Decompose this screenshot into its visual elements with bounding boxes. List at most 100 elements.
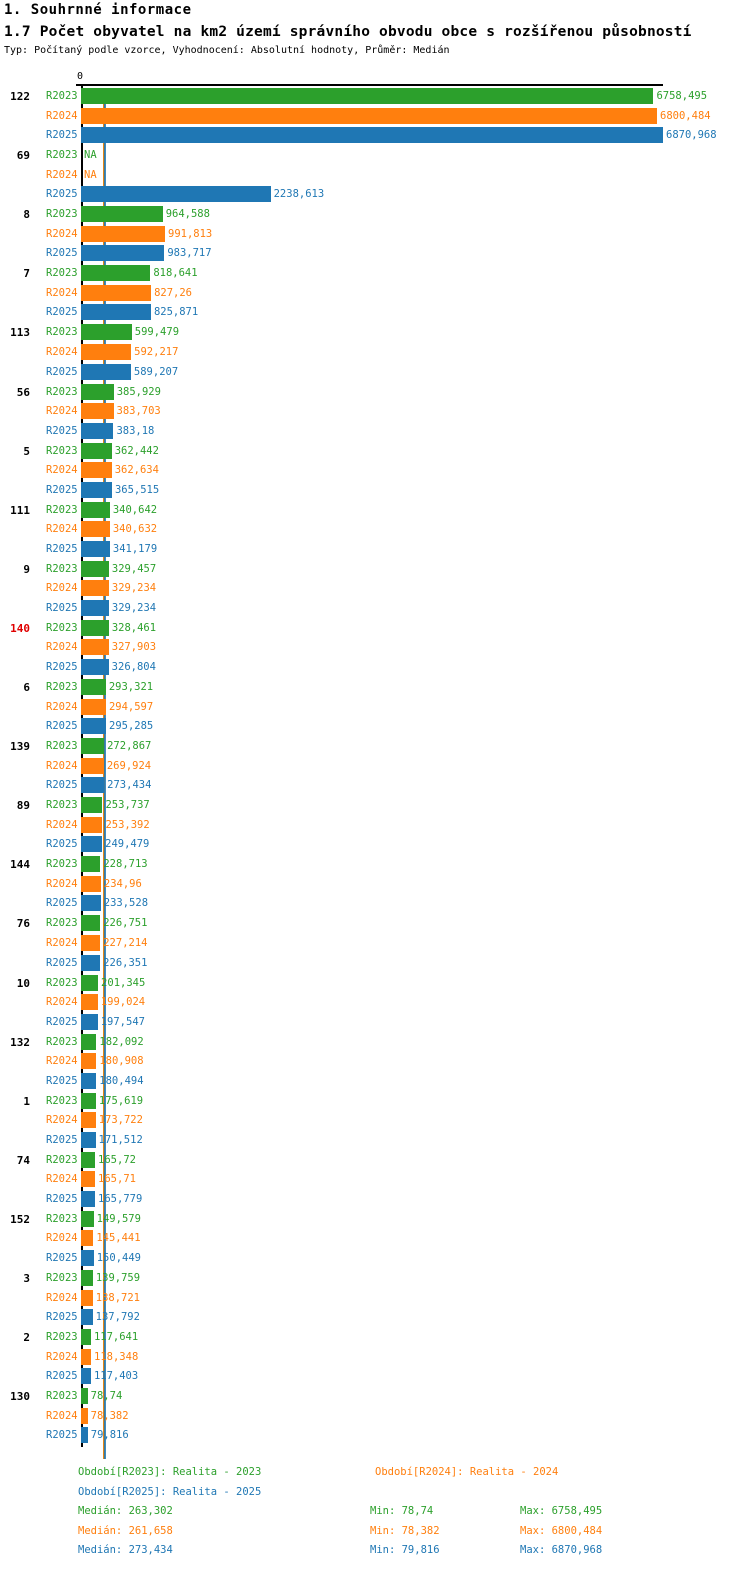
bar-2023[interactable] <box>81 1329 91 1346</box>
bar-2025[interactable] <box>81 1131 96 1148</box>
bar-2023[interactable] <box>81 324 132 341</box>
bar-2025[interactable] <box>81 1309 93 1326</box>
series-label-2024: R2024 <box>46 1409 78 1422</box>
bar-2025[interactable] <box>81 127 663 144</box>
bar-2025[interactable] <box>81 422 114 439</box>
series-label-2024: R2024 <box>46 582 78 595</box>
bar-2023[interactable] <box>81 1270 93 1286</box>
bar-value-label: 233,528 <box>103 897 149 910</box>
legend-max: Max: 6800,484 <box>520 1524 603 1537</box>
bar-2023[interactable] <box>81 206 163 223</box>
bar-value-label: 226,751 <box>103 917 148 930</box>
bar-2024[interactable] <box>81 1289 93 1306</box>
bar-2023[interactable] <box>81 1092 96 1109</box>
bar-value-label: 117,641 <box>93 1331 139 1344</box>
bar-2025[interactable] <box>81 1427 88 1444</box>
bar-value-label: 226,351 <box>103 956 148 969</box>
series-label-2023: R2023 <box>46 1331 78 1344</box>
bar-2025[interactable] <box>81 895 101 912</box>
bar-2023[interactable] <box>81 88 654 104</box>
bar-2024[interactable] <box>81 225 165 242</box>
bar-2023[interactable] <box>81 1210 94 1227</box>
bar-value-label: 6870,968 <box>666 129 717 142</box>
series-label-2023: R2023 <box>46 385 78 398</box>
bar-2024[interactable] <box>81 1112 96 1129</box>
category-label: 10 <box>16 976 30 990</box>
bar-2025[interactable] <box>81 777 105 794</box>
bar-2025[interactable] <box>81 1250 94 1266</box>
bar-2024[interactable] <box>81 757 104 774</box>
bar-2024[interactable] <box>81 1230 94 1247</box>
bar-2025[interactable] <box>81 718 106 735</box>
bar-value-label: 138,721 <box>95 1291 141 1304</box>
bar-2025[interactable] <box>81 540 110 557</box>
bar-2024[interactable] <box>81 521 110 538</box>
bar-value-label: 365,515 <box>114 483 160 496</box>
bar-value-label: 165,71 <box>98 1173 136 1186</box>
legend-max: Max: 6758,495 <box>520 1505 603 1518</box>
bar-2025[interactable] <box>81 836 103 853</box>
bar-2023[interactable] <box>81 501 110 518</box>
bar-value-label: 827,26 <box>154 286 192 299</box>
bar-2024[interactable] <box>81 1407 88 1424</box>
bar-2023[interactable] <box>81 619 109 636</box>
bar-value-label: NA <box>84 149 97 162</box>
bar-2024[interactable] <box>81 994 98 1011</box>
bar-2023[interactable] <box>81 738 105 755</box>
bar-2024[interactable] <box>81 580 109 597</box>
bar-2025[interactable] <box>81 245 165 262</box>
bar-2025[interactable] <box>81 599 109 616</box>
category-label: 140 <box>10 621 30 635</box>
bar-2023[interactable] <box>81 442 112 459</box>
bar-2024[interactable] <box>81 875 101 892</box>
bar-2023[interactable] <box>81 1151 96 1168</box>
bar-2023[interactable] <box>81 974 99 991</box>
bar-2025[interactable] <box>81 1013 98 1030</box>
bar-2024[interactable] <box>81 462 112 479</box>
bar-2025[interactable] <box>81 1368 91 1385</box>
median-line-2025 <box>104 88 107 1460</box>
bar-2024[interactable] <box>81 816 103 833</box>
bar-2023[interactable] <box>81 679 106 695</box>
bar-2023[interactable] <box>81 915 101 932</box>
bar-value-label: 362,442 <box>114 444 159 457</box>
bar-2024[interactable] <box>81 343 132 360</box>
bar-2024[interactable] <box>81 1348 92 1365</box>
bar-2023[interactable] <box>81 856 101 873</box>
bar-2024[interactable] <box>81 403 114 420</box>
bar-2023[interactable] <box>81 1388 88 1405</box>
page-title: 1.7 Počet obyvatel na km2 území správníh… <box>4 24 692 40</box>
series-label-2025: R2025 <box>46 1252 78 1264</box>
bar-2025[interactable] <box>81 363 131 380</box>
bar-2025[interactable] <box>81 659 109 675</box>
series-label-2023: R2023 <box>46 917 78 930</box>
bar-2024[interactable] <box>81 284 152 301</box>
bar-2024[interactable] <box>81 698 106 715</box>
bar-2025[interactable] <box>81 1072 97 1089</box>
bar-2024[interactable] <box>81 1053 97 1070</box>
bar-2023[interactable] <box>81 1033 97 1050</box>
legend-median: Medián: 263,302 <box>78 1505 173 1518</box>
bar-2025[interactable] <box>81 304 151 321</box>
bar-2024[interactable] <box>81 639 109 656</box>
bar-2023[interactable] <box>81 560 109 577</box>
bar-value-label: 139,759 <box>95 1272 141 1284</box>
bar-2024[interactable] <box>81 934 101 951</box>
bar-2024[interactable] <box>81 107 658 124</box>
bar-2025[interactable] <box>81 481 112 498</box>
bar-2024[interactable] <box>81 1171 96 1188</box>
bar-2023[interactable] <box>81 797 103 814</box>
series-label-2023: R2023 <box>46 503 78 516</box>
bar-value-label: 341,179 <box>112 542 158 555</box>
bar-2025[interactable] <box>81 186 271 203</box>
chart-subtitle: Typ: Počítaný podle vzorce, Vyhodnocení:… <box>4 45 450 56</box>
bar-2023[interactable] <box>81 383 114 400</box>
bar-2023[interactable] <box>81 265 151 282</box>
series-label-2024: R2024 <box>46 641 78 654</box>
bar-2025[interactable] <box>81 1190 96 1207</box>
series-label-2024: R2024 <box>46 286 78 299</box>
bar-2025[interactable] <box>81 954 101 971</box>
bar-value-label: 149,579 <box>96 1212 141 1225</box>
bar-value-label: 175,619 <box>98 1094 144 1107</box>
category-label: 89 <box>16 799 30 813</box>
